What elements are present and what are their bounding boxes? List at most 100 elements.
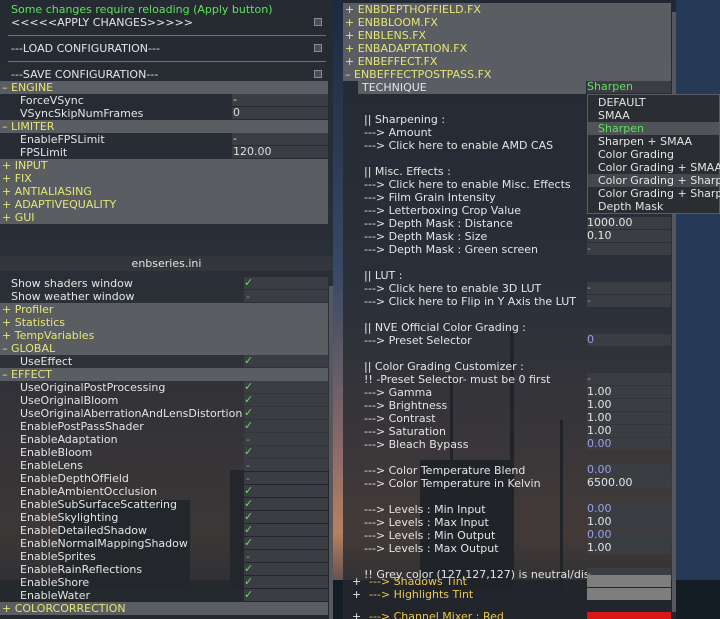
apply-checkbox[interactable] (314, 18, 322, 26)
effect-item-off-value[interactable]: - (246, 459, 250, 472)
effect-item-field[interactable] (244, 537, 328, 549)
section-statistics[interactable]: + Statistics (0, 316, 328, 329)
apply-changes-button[interactable]: <<<<<APPLY CHANGES>>>>> (11, 16, 194, 29)
dropdown-option-sharpen-selected[interactable]: Sharpen (588, 122, 719, 135)
effect-item-field[interactable] (244, 576, 328, 588)
file-enbeffectpostpass[interactable]: – ENBEFFECTPOSTPASS.FX (343, 68, 671, 81)
parameter-value[interactable]: - (587, 295, 671, 307)
dropdown-option-sharpen-smaa[interactable]: Sharpen + SMAA (598, 135, 692, 148)
effect-item-field[interactable] (244, 472, 328, 484)
section-gui[interactable]: + GUI (0, 211, 328, 224)
section-engine[interactable]: – ENGINE (0, 81, 328, 94)
file-enbeffect[interactable]: + ENBEFFECT.FX (343, 55, 671, 68)
effect-item-field[interactable] (244, 446, 328, 458)
channel-mixer-red-swatch[interactable] (587, 612, 671, 619)
effect-item-check-icon[interactable]: ✓ (244, 419, 254, 432)
parameter-value[interactable]: 0.00 (587, 503, 671, 515)
show-weather-field[interactable] (244, 290, 328, 302)
parameter-value[interactable]: 0.10 (587, 230, 671, 242)
section-profiler[interactable]: + Profiler (0, 303, 328, 316)
shadows-tint-swatch[interactable] (587, 575, 671, 587)
save-checkbox[interactable] (314, 70, 322, 78)
show-shaders-check-icon[interactable]: ✓ (244, 276, 254, 289)
dropdown-option-color-grading-smaa[interactable]: Color Grading + SMAA (598, 161, 720, 174)
save-configuration-button[interactable]: ---SAVE CONFIGURATION--- (11, 68, 159, 81)
dropdown-option-color-grading[interactable]: Color Grading (598, 148, 674, 161)
parameter-value[interactable]: 1000.00 (587, 217, 671, 229)
channel-mixer-expand-icon[interactable]: + (352, 610, 362, 619)
effect-item-check-icon[interactable]: ✓ (244, 406, 254, 419)
effect-item-check-icon[interactable]: ✓ (244, 380, 254, 393)
load-checkbox[interactable] (314, 44, 322, 52)
parameter-value[interactable]: - (587, 282, 671, 294)
effect-item-field[interactable] (244, 459, 328, 471)
effect-item-check-icon[interactable]: ✓ (244, 497, 254, 510)
effect-item-check-icon[interactable]: ✓ (244, 523, 254, 536)
section-fix[interactable]: + FIX (0, 172, 328, 185)
file-enbbloom[interactable]: + ENBBLOOM.FX (343, 16, 671, 29)
parameter-value[interactable]: 0.00 (587, 438, 671, 450)
dropdown-option-smaa[interactable]: SMAA (598, 109, 630, 122)
scrollbar[interactable] (329, 286, 333, 619)
effect-item-field[interactable] (244, 407, 328, 419)
scrollbar[interactable] (672, 12, 676, 612)
use-effect-check-icon[interactable]: ✓ (244, 354, 254, 367)
effect-item-check-icon[interactable]: ✓ (244, 588, 254, 601)
section-global[interactable]: – GLOBAL (0, 342, 328, 355)
effect-item-off-value[interactable]: - (246, 550, 250, 563)
technique-dropdown[interactable]: DEFAULT SMAA Sharpen Sharpen + SMAA Colo… (587, 94, 720, 214)
effect-item-field[interactable] (244, 550, 328, 562)
shadows-tint-expand-icon[interactable]: + (352, 575, 362, 588)
effect-item-field[interactable] (244, 420, 328, 432)
parameter-value[interactable]: 1.00 (587, 399, 671, 411)
technique-value[interactable]: Sharpen (587, 81, 671, 93)
effect-item-check-icon[interactable]: ✓ (244, 536, 254, 549)
section-colorcorrection[interactable]: + COLORCORRECTION (0, 602, 328, 615)
dropdown-option-color-grading-sharpen[interactable]: Color Grading + Sharpen (588, 174, 720, 187)
dropdown-option-depth-mask[interactable]: Depth Mask (598, 200, 664, 213)
file-enblens[interactable]: + ENBLENS.FX (343, 29, 671, 42)
effect-item-off-value[interactable]: - (246, 472, 250, 485)
effect-item-check-icon[interactable]: ✓ (244, 510, 254, 523)
parameter-value[interactable]: - (587, 243, 671, 255)
highlights-tint-expand-icon[interactable]: + (352, 588, 362, 601)
force-vsync-value[interactable]: - (232, 94, 328, 106)
section-adaptivequality[interactable]: + ADAPTIVEQUALITY (0, 198, 328, 211)
parameter-value[interactable]: 1.00 (587, 542, 671, 554)
dropdown-option-default[interactable]: DEFAULT (598, 96, 646, 109)
vsync-skip-value[interactable]: 0 (232, 107, 328, 119)
section-input[interactable]: + INPUT (0, 159, 328, 172)
effect-item-field[interactable] (244, 485, 328, 497)
effect-item-check-icon[interactable]: ✓ (244, 393, 254, 406)
parameter-value[interactable]: 0.00 (587, 529, 671, 541)
file-enbdepthoffield[interactable]: + ENBDEPTHOFFIELD.FX (343, 3, 671, 16)
effect-item-field[interactable] (244, 524, 328, 536)
effect-item-field[interactable] (244, 433, 328, 445)
effect-item-check-icon[interactable]: ✓ (244, 445, 254, 458)
effect-item-field[interactable] (244, 563, 328, 575)
use-effect-field[interactable] (244, 355, 328, 367)
parameter-value[interactable]: 0 (587, 334, 671, 346)
section-limiter[interactable]: – LIMITER (0, 120, 328, 133)
effect-item-check-icon[interactable]: ✓ (244, 562, 254, 575)
parameter-value[interactable]: 1.00 (587, 412, 671, 424)
effect-item-field[interactable] (244, 394, 328, 406)
fps-limit-value[interactable]: 120.00 (232, 146, 328, 158)
load-configuration-button[interactable]: ---LOAD CONFIGURATION--- (11, 42, 160, 55)
parameter-value[interactable]: 1.00 (587, 425, 671, 437)
file-enbadaptation[interactable]: + ENBADAPTATION.FX (343, 42, 671, 55)
show-shaders-field[interactable] (244, 277, 328, 289)
effect-item-field[interactable] (244, 381, 328, 393)
parameter-value[interactable]: 1.00 (587, 386, 671, 398)
parameter-value[interactable]: 1.00 (587, 516, 671, 528)
highlights-tint-swatch[interactable] (587, 588, 671, 600)
section-tempvariables[interactable]: + TempVariables (0, 329, 328, 342)
effect-item-field[interactable] (244, 511, 328, 523)
effect-item-check-icon[interactable]: ✓ (244, 575, 254, 588)
enable-fps-limit-value[interactable]: - (232, 133, 328, 145)
parameter-value[interactable]: 6500.00 (587, 477, 671, 489)
effect-item-field[interactable] (244, 589, 328, 601)
parameter-value[interactable]: - (587, 373, 671, 385)
section-antialiasing[interactable]: + ANTIALIASING (0, 185, 328, 198)
dropdown-option-color-grading-sharpen-2[interactable]: Color Grading + Sharpen (598, 187, 720, 200)
